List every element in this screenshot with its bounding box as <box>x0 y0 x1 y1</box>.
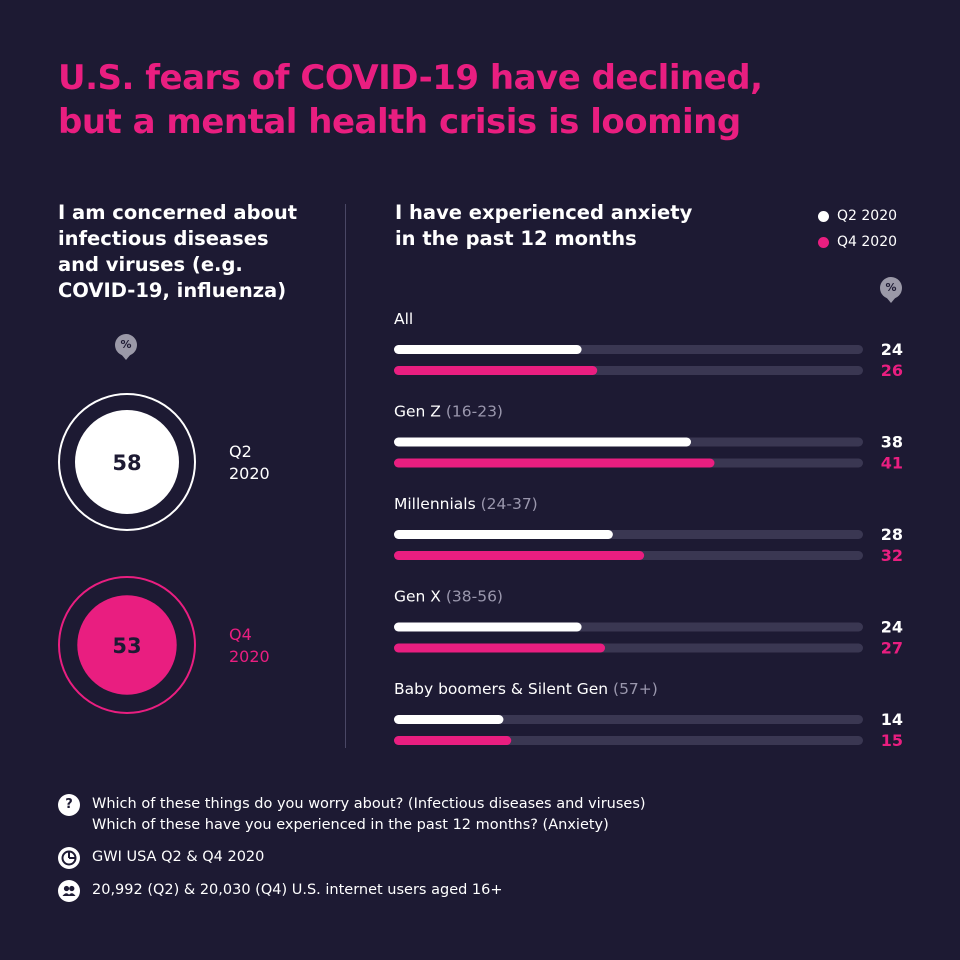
bar-q4 <box>394 551 645 560</box>
category-label: Gen Z (16-23) <box>394 403 503 421</box>
bubble-value-label: 58 <box>112 451 141 475</box>
percent-badge-icon: % <box>880 277 902 303</box>
bubble-category-label: 2020 <box>229 464 270 483</box>
bar-track <box>394 715 863 724</box>
legend-label-q4: Q4 2020 <box>837 234 898 250</box>
bar-q2 <box>394 345 582 354</box>
bubble-value-label: 53 <box>112 634 141 658</box>
category-age-range: (38-56) <box>441 588 503 606</box>
note-source: GWI USA Q2 & Q4 2020 <box>58 847 264 869</box>
note-sample-text: 20,992 (Q2) & 20,030 (Q4) U.S. internet … <box>92 882 503 898</box>
title-line-2: but a mental health crisis is looming <box>58 102 741 142</box>
people-icon <box>58 880 80 902</box>
bar-value-label: 28 <box>881 525 903 544</box>
title-line-1: U.S. fears of COVID-19 have declined, <box>58 58 763 98</box>
bar-value-label: 27 <box>881 639 903 658</box>
bar-q2 <box>394 530 613 539</box>
legend-item-q2: Q2 2020 <box>818 203 897 229</box>
note-question: ? Which of these things do you worry abo… <box>58 794 646 836</box>
bar-q2 <box>394 622 582 632</box>
legend-dot-q4 <box>818 236 829 248</box>
bar-q4 <box>394 458 715 468</box>
note-question-line: Which of these things do you worry about… <box>92 796 646 812</box>
bar-value-label: 14 <box>881 710 903 729</box>
right-heading-line: I have experienced anxiety <box>395 201 693 224</box>
bubble-chart: 58 Q2 2020 53 Q4 2020 <box>58 393 270 714</box>
bar-value-label: 41 <box>881 454 903 473</box>
right-heading: I have experienced anxiety in the past 1… <box>395 200 725 252</box>
category-age-range: (16-23) <box>441 403 503 421</box>
chart-legend: Q2 2020 Q4 2020 <box>818 203 897 255</box>
note-sample: 20,992 (Q2) & 20,030 (Q4) U.S. internet … <box>58 880 503 902</box>
question-icon: ? <box>58 794 80 816</box>
category-label: Millennials (24-37) <box>394 495 538 513</box>
bubble-category-label: Q4 <box>229 625 252 644</box>
category-label: All <box>394 310 413 328</box>
bubble-category-label: 2020 <box>229 647 270 666</box>
legend-dot-q2 <box>818 210 829 222</box>
left-heading-line: infectious diseases <box>58 227 269 250</box>
left-heading-line: I am concerned about <box>58 201 298 224</box>
note-source-text: GWI USA Q2 & Q4 2020 <box>92 849 265 865</box>
bubble-value-circle <box>75 410 179 514</box>
bar-value-label: 32 <box>881 546 903 565</box>
category-age-range: (57+) <box>608 680 658 698</box>
left-heading-line: COVID-19, influenza) <box>58 279 287 302</box>
note-question-line: Which of these have you experienced in t… <box>92 817 609 833</box>
category-age-range: (24-37) <box>476 495 538 513</box>
legend-label-q2: Q2 2020 <box>837 208 898 224</box>
legend-item-q4: Q4 2020 <box>818 229 897 255</box>
bar-value-label: 24 <box>881 340 903 359</box>
bar-value-label: 24 <box>881 618 903 637</box>
page-title: U.S. fears of COVID-19 have declined, bu… <box>58 56 918 144</box>
bar-q2 <box>394 437 692 447</box>
bar-q4 <box>394 643 606 653</box>
bubble-outer-ring <box>58 576 196 714</box>
category-label: Gen X (38-56) <box>394 588 503 606</box>
right-heading-line: in the past 12 months <box>395 227 637 250</box>
bar-value-label: 15 <box>881 731 903 750</box>
column-divider <box>345 204 346 748</box>
left-heading: I am concerned about infectious diseases… <box>58 200 328 304</box>
bar-chart: All 24 26 Gen Z (16-23) 38 41 Millennials (24-… <box>394 310 903 750</box>
bar-q2 <box>394 715 504 724</box>
gwi-logo-icon <box>58 847 80 869</box>
bubble-category-label: Q2 <box>229 442 252 461</box>
bar-track <box>394 736 863 745</box>
bubble-outer-ring <box>58 393 196 531</box>
bar-value-label: 38 <box>881 433 903 452</box>
left-heading-line: and viruses (e.g. <box>58 253 243 276</box>
bar-q4 <box>394 366 598 375</box>
bar-q4 <box>394 736 512 745</box>
bar-value-label: 26 <box>881 361 903 380</box>
bubble-value-circle <box>77 595 177 695</box>
category-label: Baby boomers & Silent Gen (57+) <box>394 680 658 698</box>
percent-badge-icon: % <box>115 334 137 360</box>
